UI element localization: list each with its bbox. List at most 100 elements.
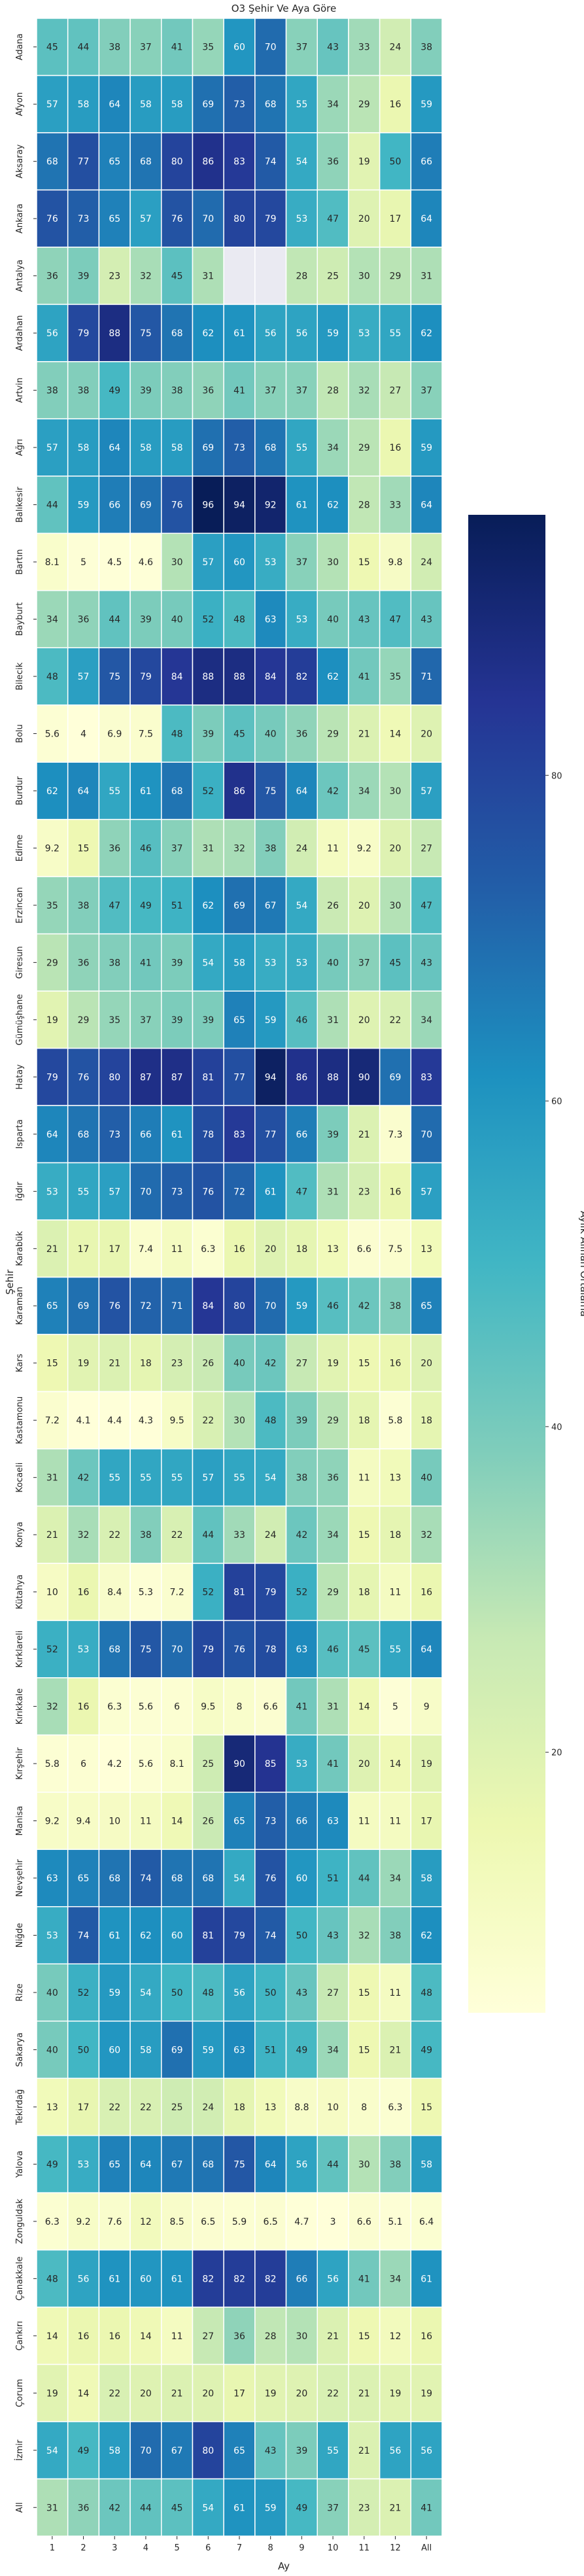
cell-value-label: 61 [109,1930,120,1941]
heatmap-cell [67,2363,100,2422]
cell-value-label: 68 [171,328,183,339]
cell-value-label: 38 [109,43,120,53]
heatmap-cell [254,1563,287,1622]
heatmap-cell [223,704,256,763]
cell-value-label: 53 [78,2159,90,2170]
cell-value-label: 8.1 [169,1759,184,1769]
cell-value-label: 59 [296,1301,307,1312]
cell-value-label: 16 [78,1702,90,1713]
cell-value-label: 23 [109,271,120,282]
heatmap-cell [285,990,318,1049]
heatmap-cell [36,818,69,877]
cell-value-label: 31 [327,1702,339,1713]
heatmap-cell [36,1219,69,1278]
cell-value-label: 45 [171,271,183,282]
heatmap-cell [192,18,224,77]
cell-value-label: 27 [327,1988,339,1998]
heatmap-cell [36,304,69,362]
cell-value-label: 54 [265,1473,277,1484]
cell-value-label: 62 [327,672,339,682]
heatmap-cell [379,2134,412,2193]
cell-value-label: 88 [109,328,120,339]
heatmap-cell [161,304,194,362]
cell-value-label: 34 [421,1015,432,1026]
y-tick-label: İzmir [14,2439,25,2461]
heatmap-cell [223,361,256,420]
heatmap-cell [129,2421,162,2480]
colorbar-label: Aylık Alınan Ortalama [578,1211,584,1317]
heatmap-cell [410,1734,443,1793]
cell-value-label: 53 [296,958,307,968]
cell-value-label: 57 [46,443,58,453]
cell-value-label: 60 [233,557,245,568]
heatmap-cell [379,2421,412,2480]
heatmap-cell [129,247,162,305]
heatmap-cell [67,2249,100,2308]
heatmap-cell [285,2134,318,2193]
y-tick-label: Karabük [15,1230,25,1266]
cell-value-label: 53 [296,214,307,224]
cell-value-label: 39 [296,2446,307,2456]
cell-value-label: 4.3 [139,1416,153,1426]
cell-value-label: 16 [78,2331,90,2342]
cell-value-label: 45 [171,2503,183,2513]
heatmap-cell [410,2249,443,2308]
cell-value-label: 6.6 [264,1702,278,1713]
cell-value-label: 13 [46,2102,58,2113]
cell-value-label: 30 [390,901,402,911]
heatmap-cell [192,2306,224,2365]
cell-value-label: 49 [109,386,120,396]
cell-value-label: 61 [171,1130,183,1140]
heatmap-cell [317,189,349,248]
cell-value-label: 55 [140,1473,152,1484]
cell-value-label: 18 [390,1530,402,1540]
cell-value-label: 47 [327,214,339,224]
heatmap-cell [348,2306,381,2365]
heatmap-cell [161,75,194,133]
cell-value-label: 16 [390,1359,402,1369]
cell-value-label: 51 [265,2045,277,2055]
cell-value-label: 34 [327,443,339,453]
cell-value-label: 70 [140,2446,152,2456]
heatmap-cell [36,361,69,420]
cell-value-label: 43 [296,1988,307,1998]
cell-value-label: 5 [392,1702,398,1713]
cell-value-label: 4.1 [76,1416,90,1426]
cell-value-label: 43 [421,615,432,625]
cell-value-label: 70 [140,1187,152,1197]
cell-value-label: 14 [46,2331,58,2342]
y-tick-label: Çankırı [15,2321,25,2350]
heatmap-cell [223,2249,256,2308]
cell-value-label: 59 [421,99,432,110]
cell-value-label: 76 [265,1873,277,1884]
cell-value-label: 32 [421,1530,432,1540]
heatmap-cell [317,933,349,992]
heatmap-cell [348,1448,381,1507]
cell-value-label: 88 [327,1072,339,1083]
cell-value-label: 54 [46,2446,58,2456]
x-tick-label: 10 [328,2543,339,2553]
cell-value-label: 70 [421,1130,432,1140]
cell-value-label: 94 [265,1072,277,1083]
heatmap-cell [285,2363,318,2422]
heatmap-cell [98,2363,131,2422]
heatmap-cell [36,2306,69,2365]
cell-value-label: 9.2 [45,1817,60,1827]
heatmap-cell [161,476,194,534]
heatmap-cell [379,1448,412,1507]
heatmap-cell [348,761,381,820]
cell-value-label: 60 [171,1930,183,1941]
cell-value-label: 9.8 [388,557,402,568]
cell-value-label: 6 [174,1702,180,1713]
cell-value-label: 31 [327,1015,339,1026]
cell-value-label: 30 [171,557,183,568]
heatmap-cell [254,476,287,534]
cell-value-label: 56 [390,2446,402,2456]
cell-value-label: 44 [358,1873,370,1884]
cell-value-label: 37 [296,43,307,53]
heatmap-cell [129,647,162,706]
cell-value-label: 41 [421,2503,432,2513]
heatmap-cell [379,1734,412,1793]
colorbar-gradient [468,515,545,2013]
cell-value-label: 18 [140,1359,152,1369]
